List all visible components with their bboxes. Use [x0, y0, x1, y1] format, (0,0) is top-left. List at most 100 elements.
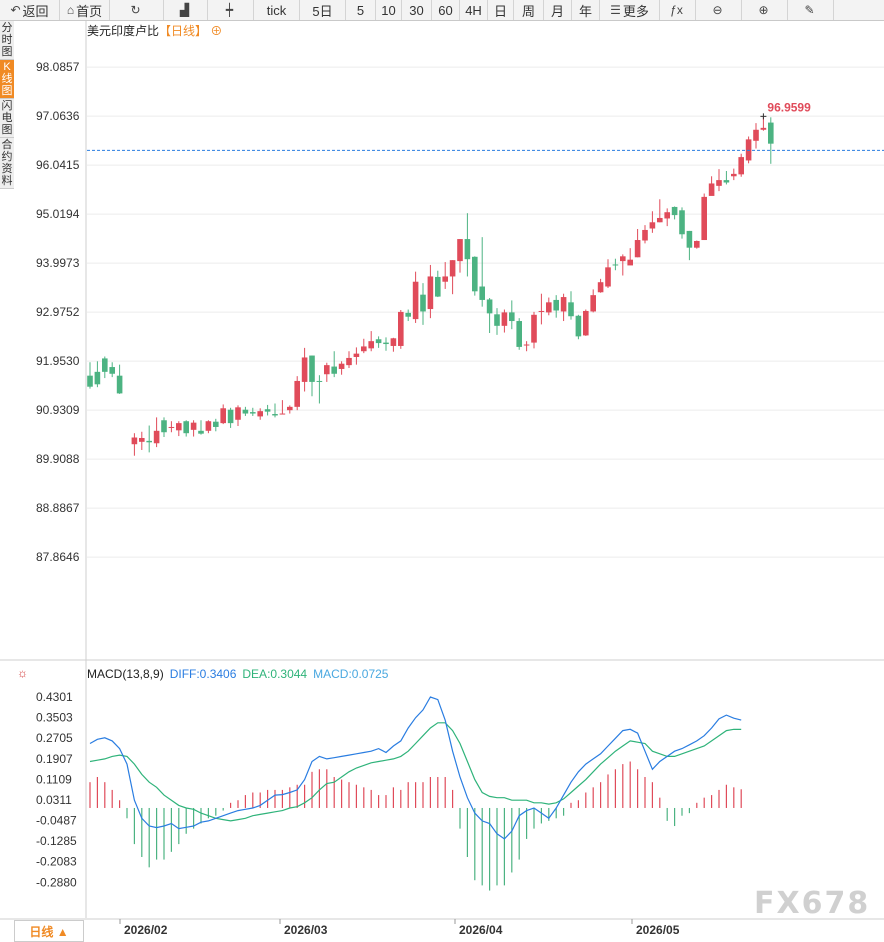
- candle-body: [486, 299, 493, 314]
- toolbar-candlestick-button[interactable]: ┿: [208, 0, 254, 20]
- toolbar-4H-button[interactable]: 4H: [460, 0, 488, 20]
- candle-body: [597, 282, 604, 293]
- candle-body: [375, 339, 382, 344]
- side-tab[interactable]: 分时图: [0, 21, 14, 60]
- candle-body: [509, 312, 515, 322]
- candle-body: [405, 312, 411, 317]
- macd-dea: DEA:0.3044: [242, 667, 308, 681]
- toolbar-30-button[interactable]: 30: [402, 0, 432, 20]
- toolbar-back-arrow-button[interactable]: ↶ 返回: [0, 0, 60, 20]
- watermark: FX678: [754, 886, 871, 921]
- toolbar-60-button[interactable]: 60: [432, 0, 460, 20]
- toolbar-日-button[interactable]: 日: [488, 0, 514, 20]
- candle-body: [153, 430, 160, 444]
- toolbar-refresh-button[interactable]: ↻: [110, 0, 164, 20]
- toolbar-年-button[interactable]: 年: [572, 0, 600, 20]
- diff-line: [89, 696, 742, 840]
- candle-body: [686, 230, 693, 248]
- x-axis-labels: 2026/02 2026/03 2026/04 2026/05: [119, 919, 680, 937]
- candle-body: [272, 414, 278, 416]
- toolbar: ↶ 返回 ⌂ 首页 ↻ ▟ ┿ tick 5日 5 10 30 60 4H 日周月年 ☰ 更多 ƒx ⊖ ⊕ ✎: [0, 0, 884, 21]
- candle-body: [634, 240, 641, 258]
- toolbar-周-button[interactable]: 周: [514, 0, 544, 20]
- candle-body: [205, 421, 212, 431]
- toolbar-zoom-out-button[interactable]: ⊖: [696, 0, 742, 20]
- price-tick-label: 89.9088: [36, 452, 80, 466]
- candle-body: [146, 440, 152, 443]
- candle-body: [768, 122, 774, 144]
- candle-body: [731, 173, 737, 177]
- candle-body: [220, 408, 226, 424]
- macd-tick-label: 0.2705: [36, 731, 73, 745]
- candle-body: [516, 321, 522, 347]
- candle-body: [338, 363, 345, 369]
- toolbar-function-button[interactable]: ƒx: [660, 0, 696, 20]
- candle-body: [738, 157, 744, 175]
- candle-body: [198, 430, 204, 434]
- candle-body: [694, 240, 700, 248]
- grid-lines: [0, 20, 884, 920]
- toolbar-menu-button[interactable]: ☰ 更多: [600, 0, 660, 20]
- toolbar-label: 月: [550, 3, 564, 19]
- toolbar-label: 5: [356, 2, 365, 18]
- candle-body: [427, 276, 434, 310]
- price-tick-label: 88.8867: [36, 501, 80, 515]
- toolbar-5日-button[interactable]: 5日: [300, 0, 346, 20]
- candle-body: [671, 206, 678, 216]
- side-tab[interactable]: 合约资料: [0, 138, 14, 189]
- toolbar-label: 10: [381, 2, 396, 18]
- candle-body: [716, 180, 722, 186]
- toolbar-月-button[interactable]: 月: [544, 0, 572, 20]
- price-tick-label: 92.9752: [36, 305, 80, 319]
- price-tick-label: 96.0415: [36, 158, 80, 172]
- macd-value: MACD:0.0725: [313, 667, 389, 681]
- toolbar-label: 日: [493, 3, 507, 19]
- candle-body: [457, 239, 463, 262]
- candle-body: [568, 302, 574, 317]
- candle-body: [131, 437, 138, 445]
- candle-body: [87, 375, 93, 387]
- candle-body: [664, 212, 670, 219]
- toolbar-label: 30: [409, 2, 424, 18]
- expand-icon[interactable]: ⊕: [210, 24, 223, 38]
- macd-series: [89, 696, 742, 891]
- candle-body: [760, 127, 767, 130]
- candle-body: [346, 357, 352, 366]
- candle-body: [287, 406, 293, 411]
- candle-body: [301, 357, 308, 382]
- candle-body: [176, 423, 182, 431]
- macd-tick-label: 0.1907: [36, 752, 73, 766]
- toolbar-label: 4H: [465, 2, 482, 18]
- toolbar-tick-button[interactable]: tick: [254, 0, 300, 20]
- zoom-out-icon: ⊖: [712, 3, 723, 17]
- side-tab[interactable]: 闪电图: [0, 99, 14, 138]
- candle-body: [213, 421, 219, 427]
- macd-tick-label: 0.3503: [36, 711, 73, 725]
- settings-icon[interactable]: ☼: [17, 666, 28, 680]
- macd-tick-label: -0.2083: [36, 855, 77, 869]
- candle-body: [679, 210, 685, 235]
- candle-body: [546, 302, 552, 313]
- toolbar-zoom-in-button[interactable]: ⊕: [742, 0, 788, 20]
- candle-body: [553, 299, 559, 311]
- candle-body: [383, 342, 389, 345]
- toolbar-10-button[interactable]: 10: [376, 0, 402, 20]
- candle-body: [227, 409, 234, 424]
- toolbar-label: 更多: [622, 3, 649, 19]
- toolbar-5-button[interactable]: 5: [346, 0, 376, 20]
- toolbar-home-button[interactable]: ⌂ 首页: [60, 0, 110, 20]
- period-selector[interactable]: 日线 ▲: [14, 920, 84, 942]
- candle-body: [590, 295, 596, 312]
- candle-body: [183, 421, 189, 434]
- candle-body: [560, 297, 567, 312]
- zoom-in-icon: ⊕: [758, 3, 769, 17]
- macd-tick-label: 0.4301: [36, 690, 73, 704]
- toolbar-draw-line-button[interactable]: ✎: [788, 0, 834, 20]
- toolbar-label: 5日: [312, 3, 333, 19]
- toolbar-bar-chart-button[interactable]: ▟: [164, 0, 208, 20]
- candle-body: [368, 341, 374, 349]
- bar-chart-icon: ▟: [179, 3, 190, 17]
- candle-body: [294, 380, 300, 407]
